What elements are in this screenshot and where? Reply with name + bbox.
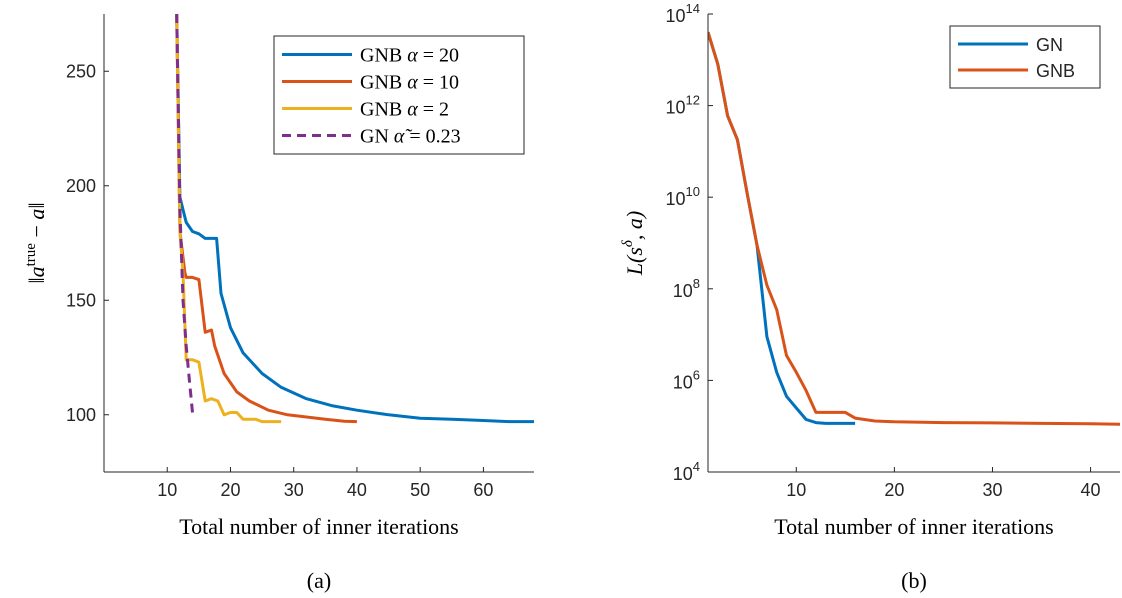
panel-1: 10 20 30 40 104 106 108 1010 1012 1014 Total numbe… xyxy=(620,1,1120,593)
panel-0-series-2-line xyxy=(175,14,282,424)
panel-1-ytick-label-2: 108 xyxy=(673,276,700,301)
panel-0-ytick-label-3: 250 xyxy=(66,61,96,81)
panel-0-ytick-label-2: 200 xyxy=(66,176,96,196)
panel-1-series-1-line xyxy=(708,31,1120,426)
panel-0-legend-label-1: GNB α = 10 xyxy=(360,72,459,94)
panel-1-caption: (b) xyxy=(901,568,927,593)
panel-0-xtick-label-3: 40 xyxy=(347,480,367,500)
panel-1-ylabel: L(sδ, a) xyxy=(620,211,647,276)
panel-1-xlabel: Total number of inner iterations xyxy=(774,514,1054,539)
panel-1-xtick-label-1: 20 xyxy=(884,480,904,500)
panel-1-legend: GN GNB xyxy=(949,25,1101,89)
panel-1-ytick-label-4: 1012 xyxy=(666,93,701,118)
panel-0-ytick-label-0: 100 xyxy=(66,405,96,425)
panel-1-ytick-label-3: 1010 xyxy=(666,184,701,209)
panel-0-xtick-label-4: 50 xyxy=(410,480,430,500)
panel-0: 10 20 30 40 50 60 100 150 200 250 Total number of … xyxy=(23,14,534,593)
panel-1-legend-label-0: GN xyxy=(1036,35,1063,55)
panel-1-ytick-label-5: 1014 xyxy=(666,1,701,26)
panel-0-legend-label-0: GNB α = 20 xyxy=(360,45,459,67)
panel-0-legend: GNB α = 20 GNB α = 10 GNB α = 2 GN α̃ = 0.2… xyxy=(273,35,525,155)
panel-1-xtick-label-2: 30 xyxy=(982,480,1002,500)
panel-0-xtick-label-1: 20 xyxy=(220,480,240,500)
panel-0-caption: (a) xyxy=(307,568,331,593)
panel-1-xtick-label-3: 40 xyxy=(1081,480,1101,500)
panel-0-series-0-line xyxy=(175,14,534,424)
panel-0-xtick-label-0: 10 xyxy=(157,480,177,500)
panel-0-xtick-label-2: 30 xyxy=(284,480,304,500)
panel-0-xtick-label-5: 60 xyxy=(473,480,493,500)
panel-0-series-1-line xyxy=(175,14,357,424)
panel-0-ytick-label-1: 150 xyxy=(66,290,96,310)
panel-0-legend-label-2: GNB α = 2 xyxy=(360,99,449,121)
panel-0-xlabel: Total number of inner iterations xyxy=(179,514,459,539)
panel-1-legend-label-1: GNB xyxy=(1036,61,1075,81)
panel-1-series-0-line xyxy=(708,31,856,425)
panel-0-ylabel: ‖atrue − a‖ xyxy=(23,202,49,283)
panel-0-legend-label-3: GN α̃ = 0.23 xyxy=(360,126,461,148)
panel-1-ytick-label-0: 104 xyxy=(673,459,700,484)
panel-1-ytick-label-1: 106 xyxy=(673,367,700,392)
panel-1-legend-box xyxy=(949,25,1101,89)
panel-1-xtick-label-0: 10 xyxy=(786,480,806,500)
